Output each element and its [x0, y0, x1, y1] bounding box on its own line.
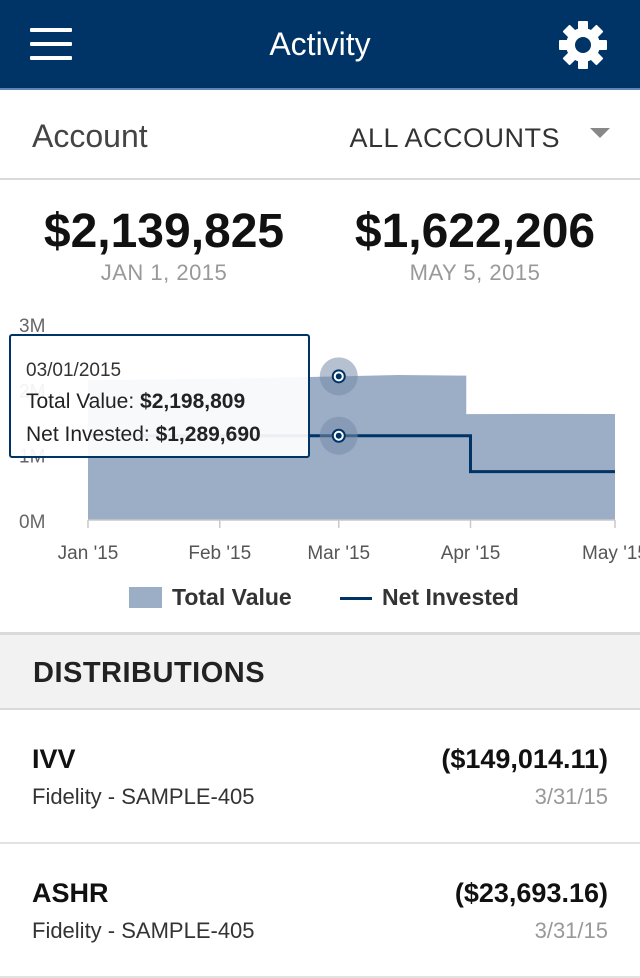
distributions-header: DISTRIBUTIONS	[0, 632, 640, 710]
hamburger-menu-icon[interactable]	[30, 26, 74, 62]
highlight-marker-net-invested-dot	[335, 432, 342, 439]
highlight-marker-total-value-dot	[335, 373, 342, 380]
end-value-summary: $1,622,206 MAY 5, 2015	[315, 204, 635, 286]
account-label: Account	[32, 118, 148, 154]
tooltip-net-row: Net Invested: $1,289,690	[26, 423, 261, 447]
x-tick-label: Apr '15	[441, 543, 501, 564]
legend-label-net-invested: Net Invested	[382, 584, 519, 610]
start-value-summary: $2,139,825 JAN 1, 2015	[4, 204, 324, 286]
distribution-amount: ($23,693.16)	[454, 878, 608, 908]
x-tick-label: May '15	[582, 543, 640, 564]
tooltip-total-row: Total Value: $2,198,809	[26, 390, 245, 414]
legend-swatch-net-invested	[340, 597, 372, 600]
distribution-amount: ($149,014.11)	[441, 744, 608, 774]
distribution-date: 3/31/15	[534, 784, 608, 809]
x-tick-label: Feb '15	[188, 543, 251, 564]
end-value-date: MAY 5, 2015	[409, 260, 541, 285]
legend-swatch-total-value	[129, 587, 162, 608]
x-tick-label: Jan '15	[58, 543, 119, 564]
account-row: Account ALL ACCOUNTS	[0, 90, 640, 180]
end-value-amount: $1,622,206	[354, 205, 596, 258]
list-item[interactable]: ASHR Fidelity - SAMPLE-405 ($23,693.16) …	[0, 844, 640, 978]
start-value-date: JAN 1, 2015	[100, 260, 228, 285]
list-item[interactable]: IVV Fidelity - SAMPLE-405 ($149,014.11) …	[0, 710, 640, 844]
distribution-date: 3/31/15	[534, 918, 608, 943]
gear-icon[interactable]	[556, 18, 610, 72]
distribution-ticker: ASHR	[32, 878, 109, 908]
tooltip-net-label: Net Invested:	[26, 423, 150, 446]
chevron-down-icon	[590, 128, 610, 138]
chart-tooltip: 03/01/2015 Total Value: $2,198,809 Net I…	[9, 334, 310, 458]
account-dropdown[interactable]: ALL ACCOUNTS	[349, 118, 610, 158]
tooltip-net-value: $1,289,690	[155, 423, 261, 446]
distribution-account: Fidelity - SAMPLE-405	[32, 918, 255, 943]
distributions-heading: DISTRIBUTIONS	[33, 657, 266, 689]
account-dropdown-value: ALL ACCOUNTS	[349, 123, 560, 153]
tooltip-total-value: $2,198,809	[140, 390, 246, 413]
page-title: Activity	[269, 26, 371, 62]
nav-divider	[0, 88, 640, 90]
tooltip-date: 03/01/2015	[26, 360, 122, 381]
y-tick-label: 0M	[19, 512, 45, 533]
tooltip-total-label: Total Value:	[26, 390, 135, 413]
distribution-account: Fidelity - SAMPLE-405	[32, 784, 255, 809]
start-value-amount: $2,139,825	[43, 205, 285, 258]
chart-legend: Total Value Net Invested	[0, 583, 640, 615]
legend-label-total-value: Total Value	[172, 584, 292, 610]
distribution-ticker: IVV	[32, 744, 76, 774]
x-tick-label: Mar '15	[307, 543, 370, 564]
nav-bar: Activity	[0, 0, 640, 88]
y-tick-label: 3M	[19, 316, 45, 337]
